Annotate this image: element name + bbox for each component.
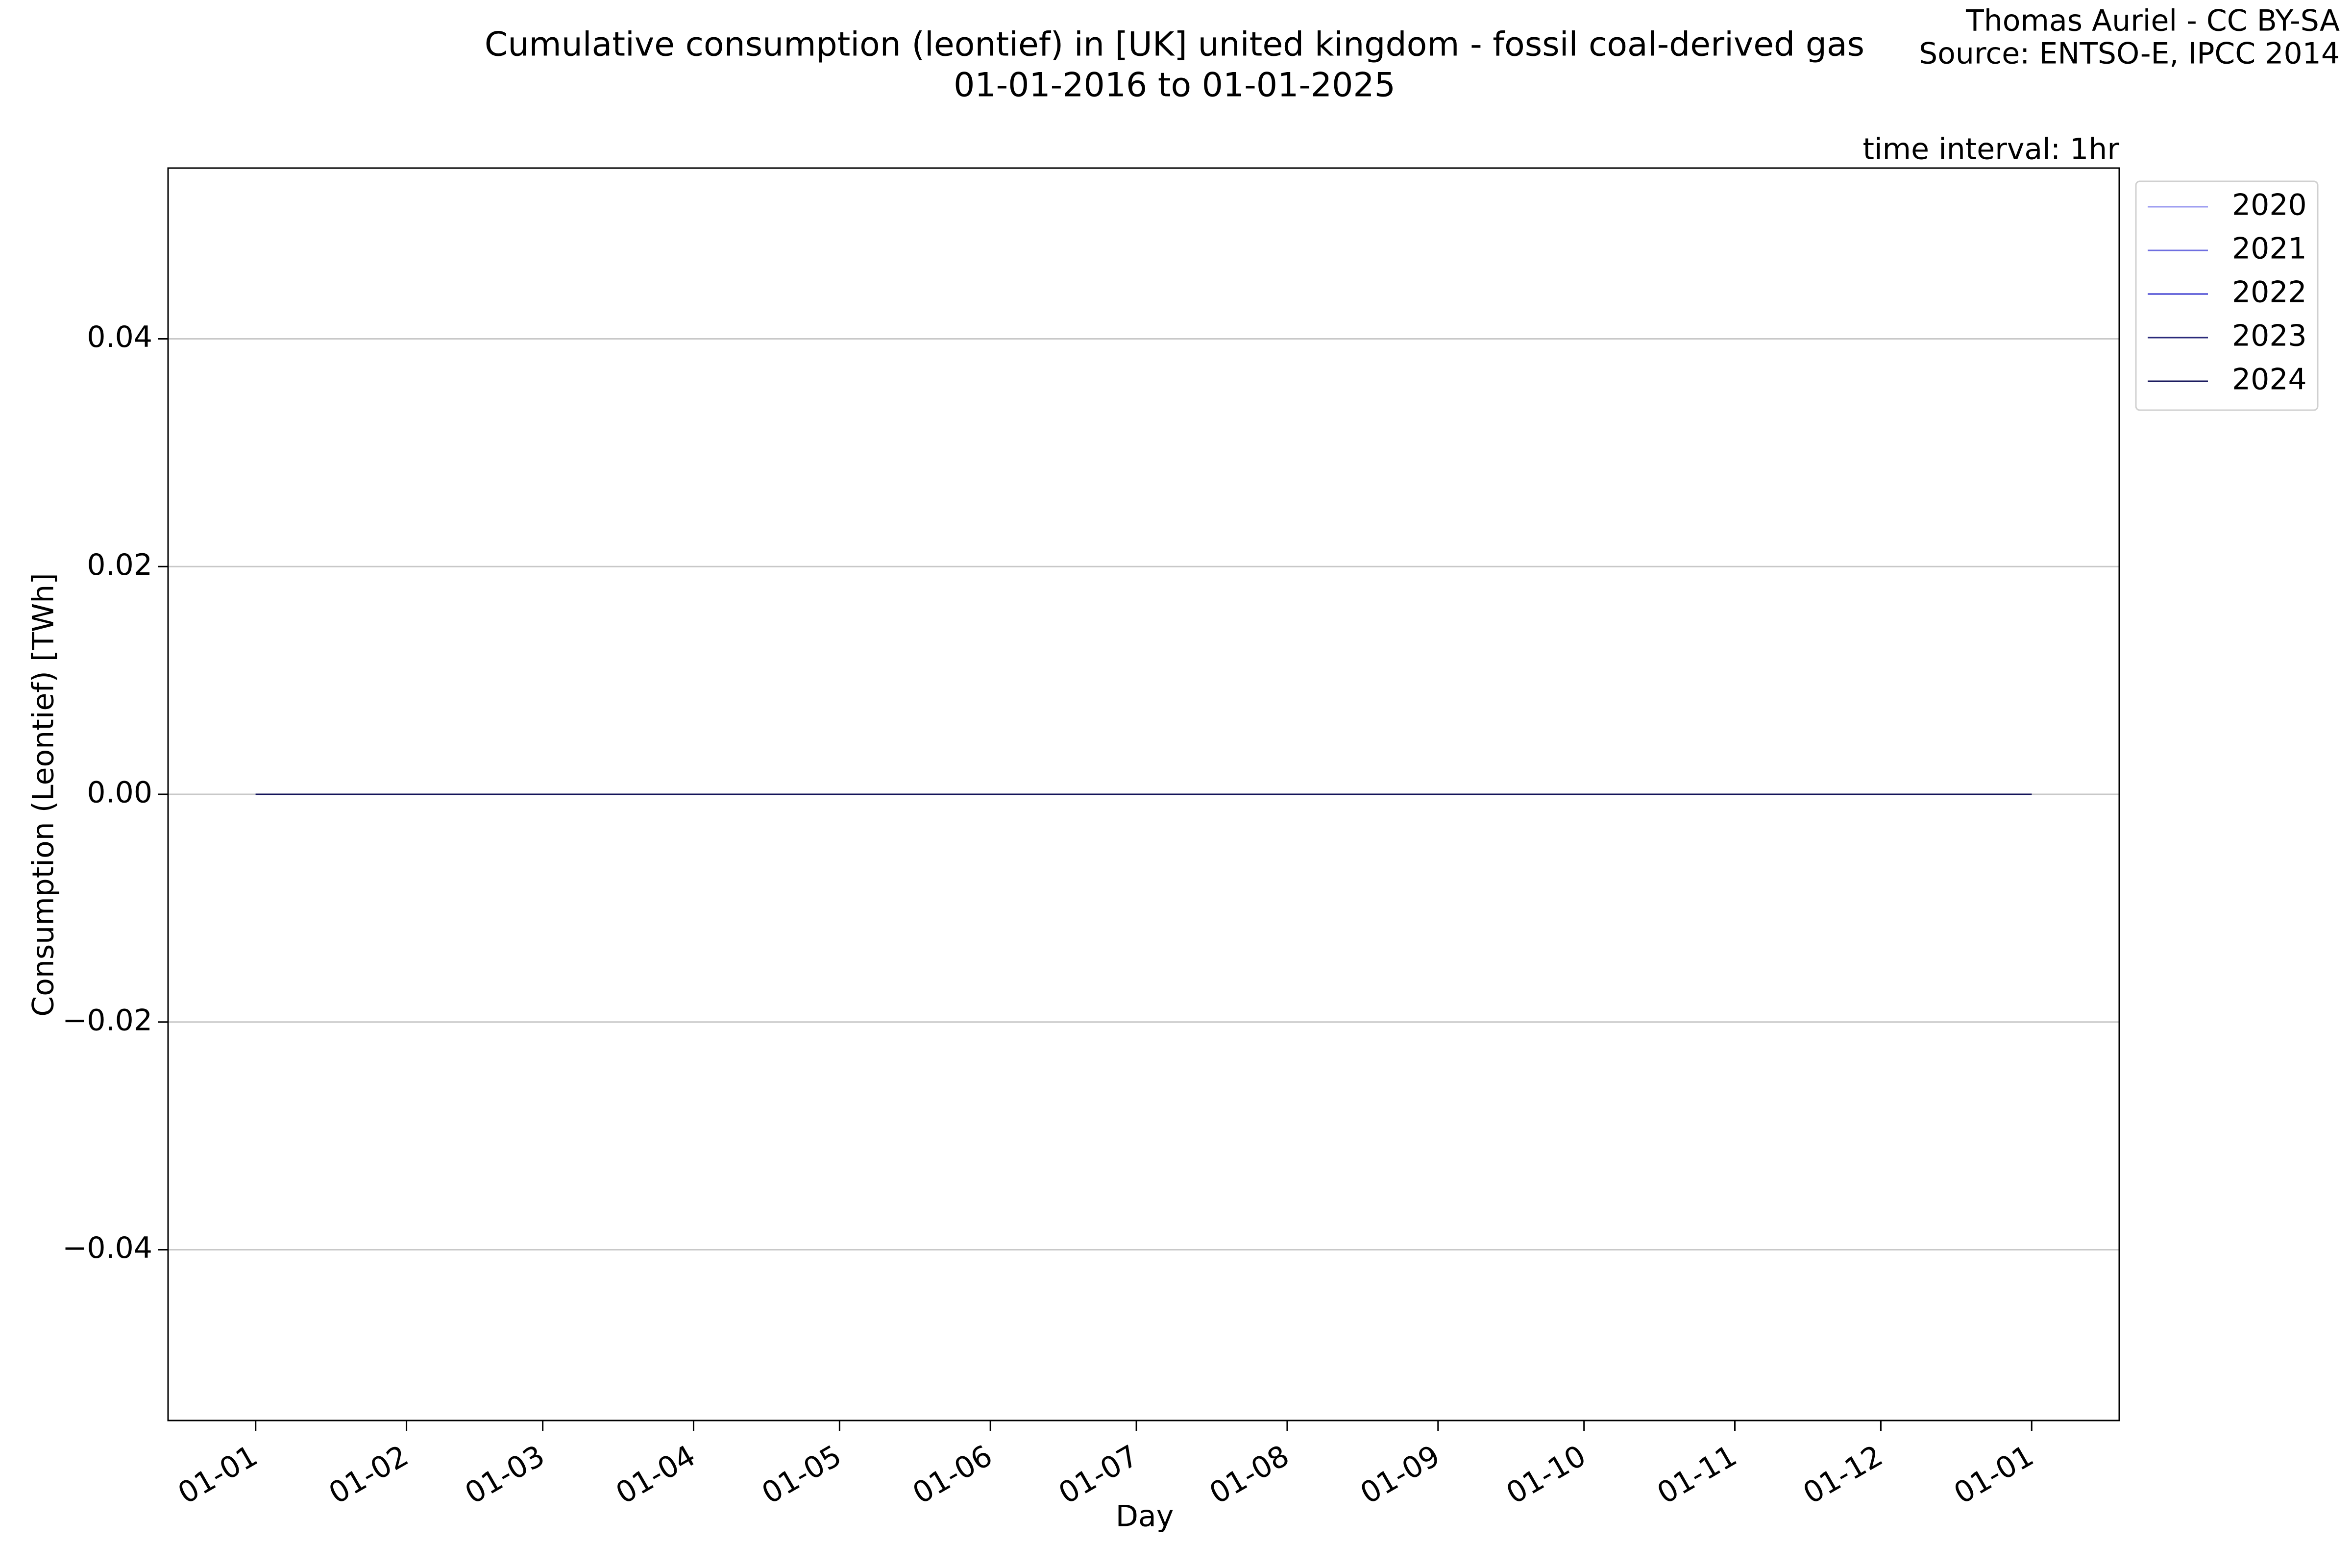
y-tick-label: 0.02 xyxy=(87,548,152,582)
source: Source: ENTSO-E, IPCC 2014 xyxy=(1919,37,2340,71)
y-axis-label: Consumption (Leontief) [TWh] xyxy=(26,573,61,1016)
credit: Thomas Auriel - CC BY-SA xyxy=(1965,4,2340,38)
y-tick-label: 0.04 xyxy=(87,320,152,354)
legend-label: 2021 xyxy=(2232,232,2307,266)
legend-label: 2020 xyxy=(2232,188,2307,222)
chart-subtitle: 01-01-2016 to 01-01-2025 xyxy=(954,66,1396,105)
annotation: time interval: 1hr xyxy=(1862,132,2119,167)
legend-label: 2022 xyxy=(2232,275,2307,310)
legend-label: 2024 xyxy=(2232,363,2307,397)
legend-label: 2023 xyxy=(2232,319,2307,353)
legend-box xyxy=(2135,180,2319,411)
y-tick-label: −0.02 xyxy=(62,1003,152,1037)
y-tick-label: 0.00 xyxy=(87,776,152,810)
plot-frame xyxy=(167,167,2120,1421)
chart-title: Cumulative consumption (leontief) in [UK… xyxy=(485,25,1864,64)
x-axis-label: Day xyxy=(1116,1499,1174,1534)
y-tick-label: −0.04 xyxy=(62,1231,152,1265)
